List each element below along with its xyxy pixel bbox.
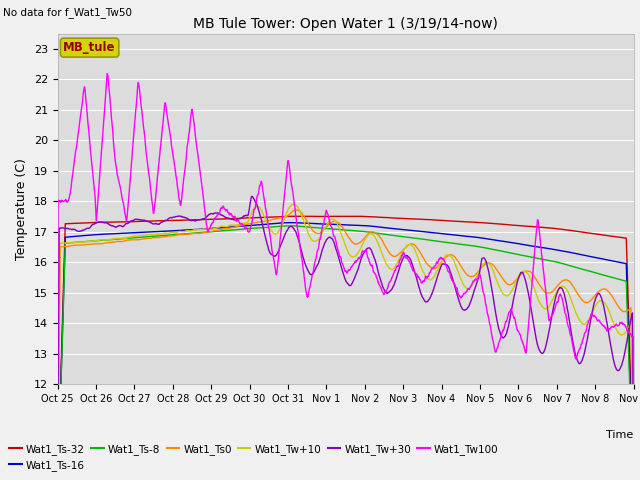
Wat1_Ts-16 [382,225,390,231]
Line: Wat1_Ts-32: Wat1_Ts-32 [58,216,634,480]
Y-axis label: Temperature (C): Temperature (C) [15,158,28,260]
Wat1_Ts-16 [298,220,306,226]
Line: Wat1_Tw100: Wat1_Tw100 [58,73,634,474]
Text: Time: Time [606,430,634,440]
Line: Wat1_Tw+10: Wat1_Tw+10 [58,204,634,480]
Title: MB Tule Tower: Open Water 1 (3/19/14-now): MB Tule Tower: Open Water 1 (3/19/14-now… [193,17,498,31]
Wat1_Ts0 [292,207,300,213]
Wat1_Ts0 [122,238,129,243]
Wat1_Tw100 [310,262,318,268]
Wat1_Ts-32 [122,219,129,225]
Wat1_Tw+10 [99,237,106,243]
Wat1_Ts-32 [99,219,106,225]
Wat1_Tw100 [298,260,306,265]
Wat1_Tw+10 [310,239,318,244]
Wat1_Ts-8 [310,225,318,230]
Text: No data for f_Wat1_Tw50: No data for f_Wat1_Tw50 [3,7,132,18]
Wat1_Ts-32 [630,479,637,480]
Wat1_Ts0 [321,226,328,232]
Line: Wat1_Ts0: Wat1_Ts0 [58,210,634,480]
Wat1_Ts-16 [321,221,328,227]
Wat1_Ts-16 [310,221,318,227]
Wat1_Tw100 [382,288,390,294]
Wat1_Tw100 [321,216,328,222]
Wat1_Tw100 [122,216,130,222]
Line: Wat1_Tw+30: Wat1_Tw+30 [58,196,634,480]
Wat1_Tw100 [630,471,637,477]
Wat1_Ts-8 [122,236,129,241]
Wat1_Tw+30 [99,220,106,226]
Wat1_Ts0 [99,241,106,247]
Wat1_Tw+10 [298,215,306,220]
Wat1_Tw+30 [248,193,256,199]
Wat1_Ts0 [310,229,318,235]
Wat1_Ts0 [54,479,61,480]
Legend: Wat1_Ts-32, Wat1_Ts-16, Wat1_Ts-8, Wat1_Ts0, Wat1_Tw+10, Wat1_Tw+30, Wat1_Tw100: Wat1_Ts-32, Wat1_Ts-16, Wat1_Ts-8, Wat1_… [5,439,503,475]
Wat1_Ts-8 [321,226,328,231]
Wat1_Ts-8 [382,231,390,237]
Wat1_Tw+10 [321,225,328,231]
Wat1_Tw+30 [630,472,637,478]
Wat1_Ts-32 [298,214,306,219]
Wat1_Tw100 [54,381,61,387]
Wat1_Tw100 [99,139,106,144]
Wat1_Ts-32 [310,214,318,219]
Wat1_Ts0 [382,244,390,250]
Wat1_Ts-16 [122,230,129,236]
Wat1_Tw+30 [321,240,328,246]
Line: Wat1_Ts-16: Wat1_Ts-16 [58,223,634,480]
Wat1_Ts-8 [285,223,293,228]
Wat1_Tw+30 [310,269,318,275]
Wat1_Ts-16 [99,231,106,237]
Wat1_Tw+30 [382,289,390,295]
Wat1_Tw+10 [291,202,298,207]
Wat1_Tw100 [103,71,111,76]
Wat1_Ts-32 [291,213,298,219]
Line: Wat1_Ts-8: Wat1_Ts-8 [58,226,634,480]
Wat1_Ts0 [298,211,306,217]
Text: MB_tule: MB_tule [63,41,116,54]
Wat1_Tw+30 [122,221,129,227]
Wat1_Ts-8 [298,224,306,229]
Wat1_Ts-8 [99,238,106,243]
Wat1_Ts-32 [382,215,390,220]
Wat1_Ts-16 [287,220,294,226]
Wat1_Tw+10 [122,235,129,241]
Wat1_Tw+30 [298,252,306,258]
Wat1_Tw+10 [382,260,390,266]
Wat1_Ts-32 [321,214,328,219]
